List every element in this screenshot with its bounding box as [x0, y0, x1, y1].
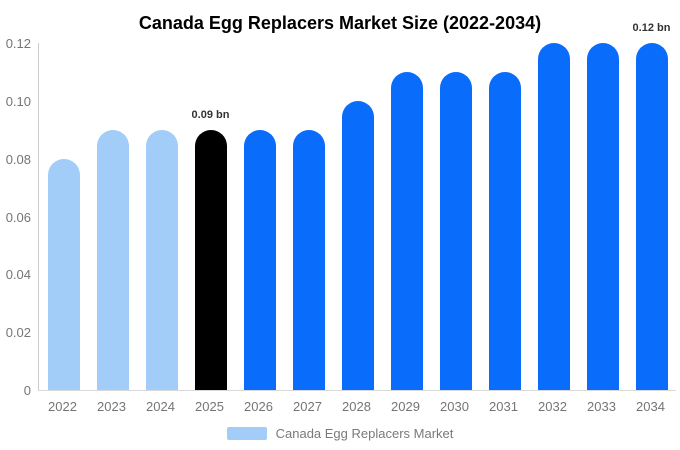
x-axis-tick-label: 2031	[489, 399, 518, 414]
x-axis: 2022 2023 2024 2025 2026 2027 2028 2029 2030 2031…	[38, 399, 675, 414]
y-axis-tick-label: 0.08	[5, 151, 31, 167]
bar-slot-2031	[480, 43, 529, 390]
x-axis-tick-label: 2024	[146, 399, 175, 414]
bar-slot-2026	[235, 43, 284, 390]
x-axis-tick-label: 2027	[293, 399, 322, 414]
bar-slot-2034: 0.12 bn	[627, 22, 676, 390]
bar-2028	[341, 100, 374, 390]
bar-2031	[488, 71, 521, 390]
bar-2025	[194, 129, 227, 390]
x-axis-tick-label: 2023	[97, 399, 126, 414]
x-axis-tick-label: 2032	[538, 399, 567, 414]
y-axis-tick-label: 0	[23, 383, 31, 398]
bar-2030	[439, 71, 472, 390]
bar-slot-2022	[39, 43, 88, 390]
bar-series: 0.09 bn 0.12 bn	[39, 22, 676, 390]
bar-2022	[47, 158, 80, 390]
bar-2032	[537, 43, 570, 390]
bar-2026	[243, 129, 276, 390]
x-axis-tick-label: 2034	[636, 399, 665, 414]
bar-slot-2027	[284, 43, 333, 390]
bar-value-label: 0.12 bn	[632, 22, 671, 34]
y-axis-tick-label: 0.10	[5, 93, 31, 109]
x-axis-tick-label: 2030	[440, 399, 469, 414]
bar-2034	[635, 43, 668, 390]
bar-slot-2033	[578, 43, 627, 390]
legend-label: Canada Egg Replacers Market	[275, 426, 454, 441]
bar-2033	[586, 43, 619, 390]
y-axis-tick-label: 0.02	[5, 325, 31, 341]
plot-area: 0.09 bn 0.12 bn	[38, 22, 676, 391]
bar-2029	[390, 71, 423, 390]
x-axis-tick-label: 2029	[391, 399, 420, 414]
legend: Canada Egg Replacers Market	[0, 426, 680, 441]
bar-2024	[145, 129, 178, 390]
bar-slot-2030	[431, 43, 480, 390]
bar-slot-2029	[382, 43, 431, 390]
x-axis-tick-label: 2026	[244, 399, 273, 414]
y-axis-tick-label: 0.06	[5, 209, 31, 225]
x-axis-tick-label: 2033	[587, 399, 616, 414]
x-axis-tick-label: 2022	[48, 399, 77, 414]
bar-slot-2023	[88, 43, 137, 390]
chart-title: Canada Egg Replacers Market Size (2022-2…	[138, 13, 542, 33]
bar-2023	[96, 129, 129, 390]
y-axis: 0 0.02 0.04 0.06 0.08 0.10 0.12	[0, 36, 33, 398]
legend-item[interactable]: Canada Egg Replacers Market	[226, 426, 454, 441]
bar-slot-2025: 0.09 bn	[186, 43, 235, 390]
bar-value-label: 0.09 bn	[191, 108, 230, 121]
y-axis-tick-label: 0.12	[5, 36, 31, 51]
x-axis-tick-label: 2028	[342, 399, 371, 414]
bar-slot-2024	[137, 43, 186, 390]
bar-slot-2032	[529, 43, 578, 390]
x-axis-tick-label: 2025	[195, 399, 224, 414]
bar-2027	[292, 129, 325, 390]
bar-slot-2028	[333, 43, 382, 390]
y-axis-tick-label: 0.04	[5, 267, 31, 283]
legend-swatch-icon	[226, 427, 267, 440]
